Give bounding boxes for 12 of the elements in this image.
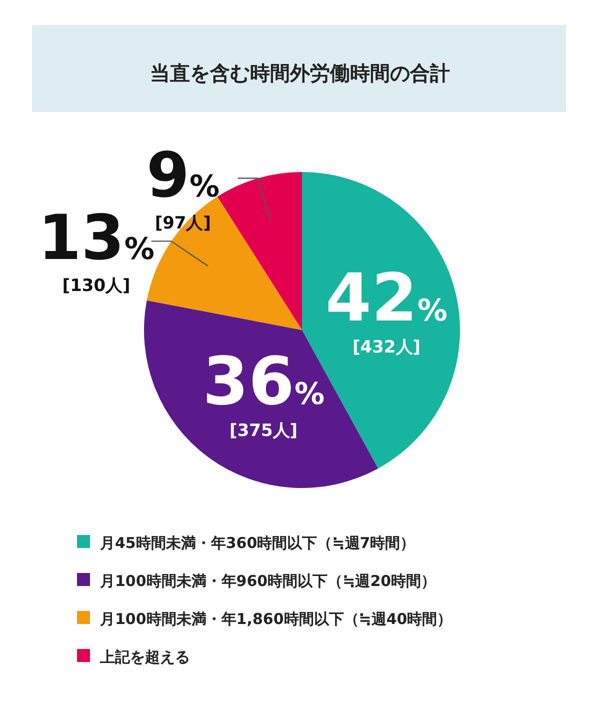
- legend-label: 月100時間未満・年1,860時間以下（≒週40時間）: [99, 610, 452, 628]
- legend-label: 上記を超える: [99, 648, 190, 666]
- chart-title: 当直を含む時間外労働時間の合計: [150, 61, 450, 85]
- text: [97人]: [154, 213, 212, 234]
- pie-slice: [217, 172, 302, 330]
- data-label: 36%: [202, 342, 325, 420]
- data-label: 42%: [326, 259, 448, 336]
- legend-label: 月100時間未満・年960時間以下（≒週20時間）: [99, 572, 436, 590]
- text: [375人]: [230, 420, 298, 441]
- legend-label: 月45時間未満・年360時間以下（≒週7時間）: [99, 534, 416, 552]
- text: [130人]: [62, 276, 130, 296]
- text: [432人]: [352, 337, 421, 358]
